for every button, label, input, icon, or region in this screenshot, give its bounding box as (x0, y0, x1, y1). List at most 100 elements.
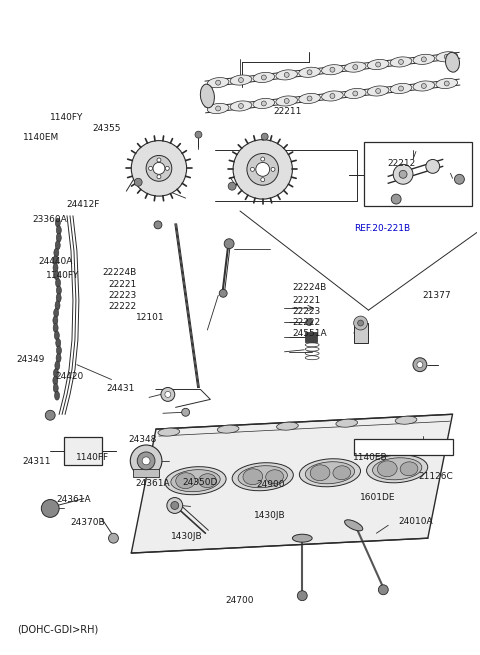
Text: 1601DE: 1601DE (360, 493, 396, 502)
Ellipse shape (176, 473, 195, 489)
Text: 22222: 22222 (108, 302, 137, 311)
Polygon shape (131, 414, 453, 553)
Text: 22223: 22223 (292, 307, 321, 316)
Ellipse shape (57, 286, 61, 295)
Circle shape (167, 498, 183, 514)
Circle shape (444, 81, 449, 86)
Circle shape (353, 65, 358, 69)
Ellipse shape (395, 416, 417, 424)
Ellipse shape (276, 70, 298, 80)
Circle shape (391, 194, 401, 204)
Circle shape (413, 358, 427, 371)
Ellipse shape (53, 316, 58, 325)
Ellipse shape (53, 324, 58, 333)
Text: 22211: 22211 (273, 107, 301, 117)
Ellipse shape (55, 391, 60, 400)
Ellipse shape (310, 465, 330, 481)
Ellipse shape (345, 62, 366, 72)
Ellipse shape (253, 73, 275, 83)
Circle shape (216, 106, 221, 111)
Circle shape (376, 88, 381, 94)
Text: 1430JB: 1430JB (171, 532, 203, 541)
Text: 12101: 12101 (136, 312, 165, 322)
Ellipse shape (367, 455, 428, 483)
Circle shape (239, 77, 243, 83)
Ellipse shape (53, 263, 58, 272)
Circle shape (398, 60, 404, 64)
Ellipse shape (367, 60, 389, 69)
Circle shape (261, 101, 266, 106)
Circle shape (251, 168, 254, 172)
Ellipse shape (367, 86, 389, 96)
Circle shape (297, 591, 307, 601)
Circle shape (455, 174, 464, 184)
Ellipse shape (299, 94, 320, 103)
Ellipse shape (238, 466, 288, 488)
Circle shape (426, 159, 440, 174)
Ellipse shape (345, 88, 366, 98)
Ellipse shape (54, 309, 59, 318)
Circle shape (142, 457, 150, 465)
Text: 24010A: 24010A (398, 517, 433, 525)
Circle shape (165, 392, 171, 398)
Circle shape (224, 239, 234, 249)
Bar (363, 141, 472, 206)
Ellipse shape (377, 461, 397, 477)
Ellipse shape (243, 469, 263, 485)
Circle shape (131, 141, 187, 196)
Ellipse shape (207, 77, 229, 88)
Text: 1140FF: 1140FF (76, 453, 109, 462)
Circle shape (307, 70, 312, 75)
Ellipse shape (56, 278, 60, 288)
Ellipse shape (276, 422, 298, 430)
Circle shape (444, 54, 449, 59)
Ellipse shape (299, 67, 320, 77)
Circle shape (41, 500, 59, 517)
Ellipse shape (300, 458, 360, 487)
Text: 1140FY: 1140FY (50, 113, 84, 122)
Circle shape (330, 94, 335, 98)
Ellipse shape (54, 248, 59, 257)
Circle shape (130, 445, 162, 477)
Circle shape (398, 86, 404, 91)
Ellipse shape (230, 75, 252, 85)
Ellipse shape (336, 419, 358, 427)
Circle shape (353, 91, 358, 96)
Circle shape (195, 131, 202, 138)
Text: 24361A: 24361A (56, 495, 91, 504)
Text: 24700: 24700 (226, 596, 254, 605)
Text: 21377: 21377 (423, 291, 451, 299)
Ellipse shape (57, 346, 61, 355)
Ellipse shape (400, 462, 418, 476)
Text: 24370B: 24370B (70, 518, 105, 527)
Ellipse shape (200, 84, 215, 108)
Circle shape (239, 103, 243, 109)
Text: 24440A: 24440A (38, 257, 73, 266)
Ellipse shape (207, 103, 229, 113)
Circle shape (256, 162, 270, 176)
Ellipse shape (55, 218, 60, 227)
Text: 1140EM: 1140EM (23, 134, 59, 142)
Circle shape (261, 133, 268, 140)
Ellipse shape (333, 466, 351, 479)
Circle shape (421, 57, 426, 62)
Bar (354, 439, 453, 455)
Text: 22212: 22212 (387, 159, 415, 168)
Circle shape (228, 182, 236, 190)
Circle shape (354, 316, 368, 330)
Circle shape (137, 452, 155, 470)
Circle shape (146, 155, 172, 181)
Ellipse shape (55, 301, 60, 310)
Ellipse shape (322, 65, 343, 75)
Text: 22221: 22221 (292, 295, 321, 305)
Bar (64, 437, 102, 465)
Text: 24900: 24900 (257, 480, 285, 489)
Ellipse shape (292, 534, 312, 542)
Text: REF.20-221B: REF.20-221B (354, 224, 410, 233)
Text: 24349: 24349 (16, 356, 45, 364)
Circle shape (219, 290, 227, 297)
Ellipse shape (390, 57, 412, 67)
Circle shape (182, 408, 190, 416)
Circle shape (157, 158, 161, 162)
Circle shape (161, 388, 175, 402)
